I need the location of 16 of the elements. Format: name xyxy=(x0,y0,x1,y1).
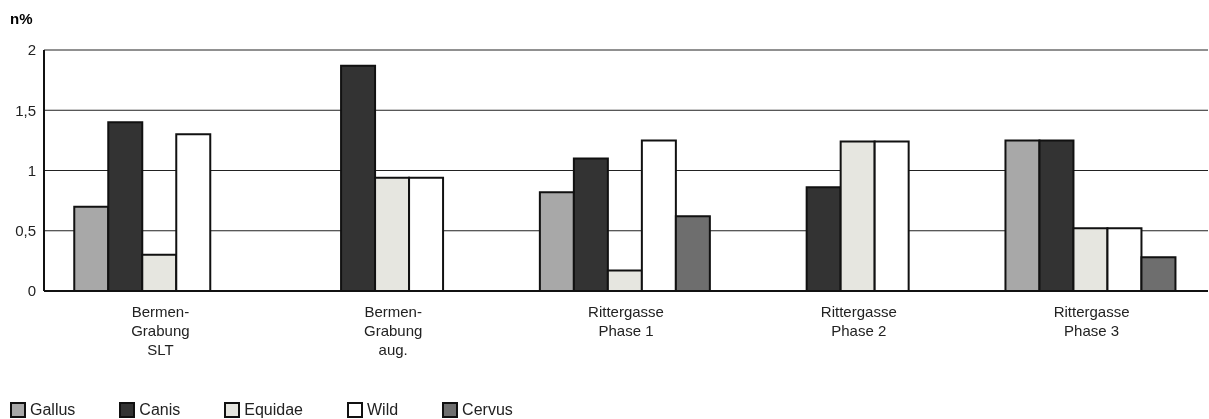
legend-label: Cervus xyxy=(462,401,513,419)
y-tick-label: 2 xyxy=(27,41,36,59)
legend-label: Gallus xyxy=(30,401,76,419)
x-tick-label: Rittergasse Phase 3 xyxy=(1053,303,1130,339)
y-axis-title: n% xyxy=(10,10,33,27)
y-tick-label: 0,5 xyxy=(15,222,36,240)
y-tick-label: 0 xyxy=(27,282,36,300)
x-tick-label: Rittergasse Phase 2 xyxy=(820,303,897,339)
legend-label: Equidae xyxy=(244,401,303,419)
y-tick-label: 1,5 xyxy=(15,101,36,119)
legend-label: Wild xyxy=(366,401,399,419)
x-tick-label: Rittergasse Phase 1 xyxy=(588,303,664,339)
x-tick-label: Bermen- Grabung aug. xyxy=(364,303,423,358)
x-tick-label: Bermen- Grabung SLT xyxy=(131,303,190,358)
legend-label: Canis xyxy=(139,401,181,419)
y-tick-label: 1 xyxy=(27,161,36,179)
